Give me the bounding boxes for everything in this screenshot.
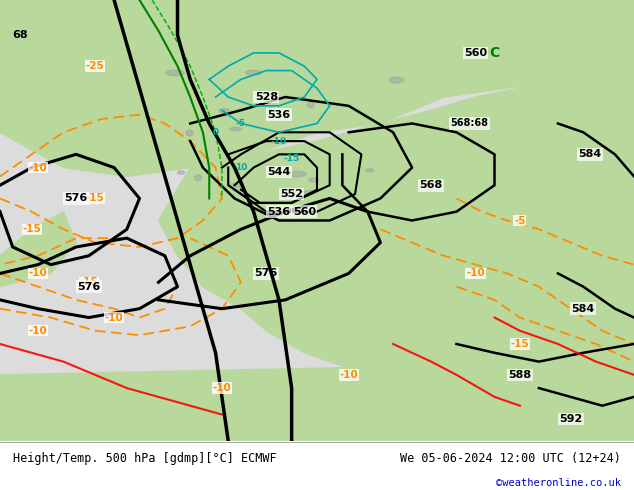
Text: 536: 536	[268, 207, 290, 217]
Text: -10: -10	[105, 313, 124, 322]
Text: 592: 592	[559, 414, 582, 424]
Text: -10: -10	[339, 370, 358, 380]
Text: -15: -15	[283, 154, 300, 163]
Ellipse shape	[228, 183, 243, 188]
Text: 588: 588	[508, 370, 531, 380]
Text: 68: 68	[13, 30, 29, 40]
Text: 544: 544	[268, 167, 290, 177]
Text: -25: -25	[86, 61, 105, 71]
Ellipse shape	[269, 92, 278, 97]
Text: C: C	[489, 46, 500, 60]
Text: -10: -10	[29, 163, 48, 172]
Text: 10: 10	[235, 163, 247, 172]
Text: -5: -5	[514, 216, 526, 225]
Polygon shape	[0, 212, 76, 287]
Text: 584: 584	[572, 304, 595, 314]
Ellipse shape	[219, 109, 230, 113]
Text: 560: 560	[293, 207, 316, 217]
Text: -10: -10	[29, 326, 48, 336]
Ellipse shape	[390, 77, 404, 83]
Text: -10: -10	[212, 383, 231, 393]
Text: -5: -5	[236, 119, 246, 128]
Ellipse shape	[302, 191, 316, 194]
Ellipse shape	[195, 175, 202, 181]
Text: -15: -15	[22, 224, 41, 234]
Text: We 05-06-2024 12:00 UTC (12+24): We 05-06-2024 12:00 UTC (12+24)	[401, 452, 621, 465]
Text: -15: -15	[510, 339, 529, 349]
Text: Height/Temp. 500 hPa [gdmp][°C] ECMWF: Height/Temp. 500 hPa [gdmp][°C] ECMWF	[13, 452, 276, 465]
Ellipse shape	[165, 70, 184, 76]
Text: 528: 528	[255, 92, 278, 102]
Polygon shape	[158, 53, 634, 441]
Text: 576: 576	[65, 194, 87, 203]
Ellipse shape	[178, 171, 184, 174]
Text: 584: 584	[578, 149, 601, 159]
Text: -15: -15	[79, 277, 98, 287]
Text: 568:68: 568:68	[450, 119, 488, 128]
Text: 568: 568	[420, 180, 443, 190]
Ellipse shape	[288, 171, 306, 177]
Ellipse shape	[309, 178, 319, 182]
Text: 560: 560	[464, 48, 487, 58]
Text: -15: -15	[86, 194, 105, 203]
Ellipse shape	[186, 130, 193, 136]
Text: ©weatheronline.co.uk: ©weatheronline.co.uk	[496, 478, 621, 488]
Ellipse shape	[307, 101, 314, 108]
Text: 576: 576	[255, 269, 278, 278]
Text: -10: -10	[271, 137, 287, 146]
Ellipse shape	[230, 127, 242, 131]
Text: 536: 536	[268, 110, 290, 120]
Text: -10: -10	[29, 269, 48, 278]
Text: 576: 576	[77, 282, 100, 292]
Polygon shape	[0, 362, 634, 441]
Text: 552: 552	[280, 189, 303, 199]
Text: -10: -10	[466, 269, 485, 278]
Polygon shape	[0, 0, 634, 176]
Text: 0: 0	[212, 128, 219, 137]
Ellipse shape	[245, 70, 261, 75]
Ellipse shape	[365, 169, 374, 172]
